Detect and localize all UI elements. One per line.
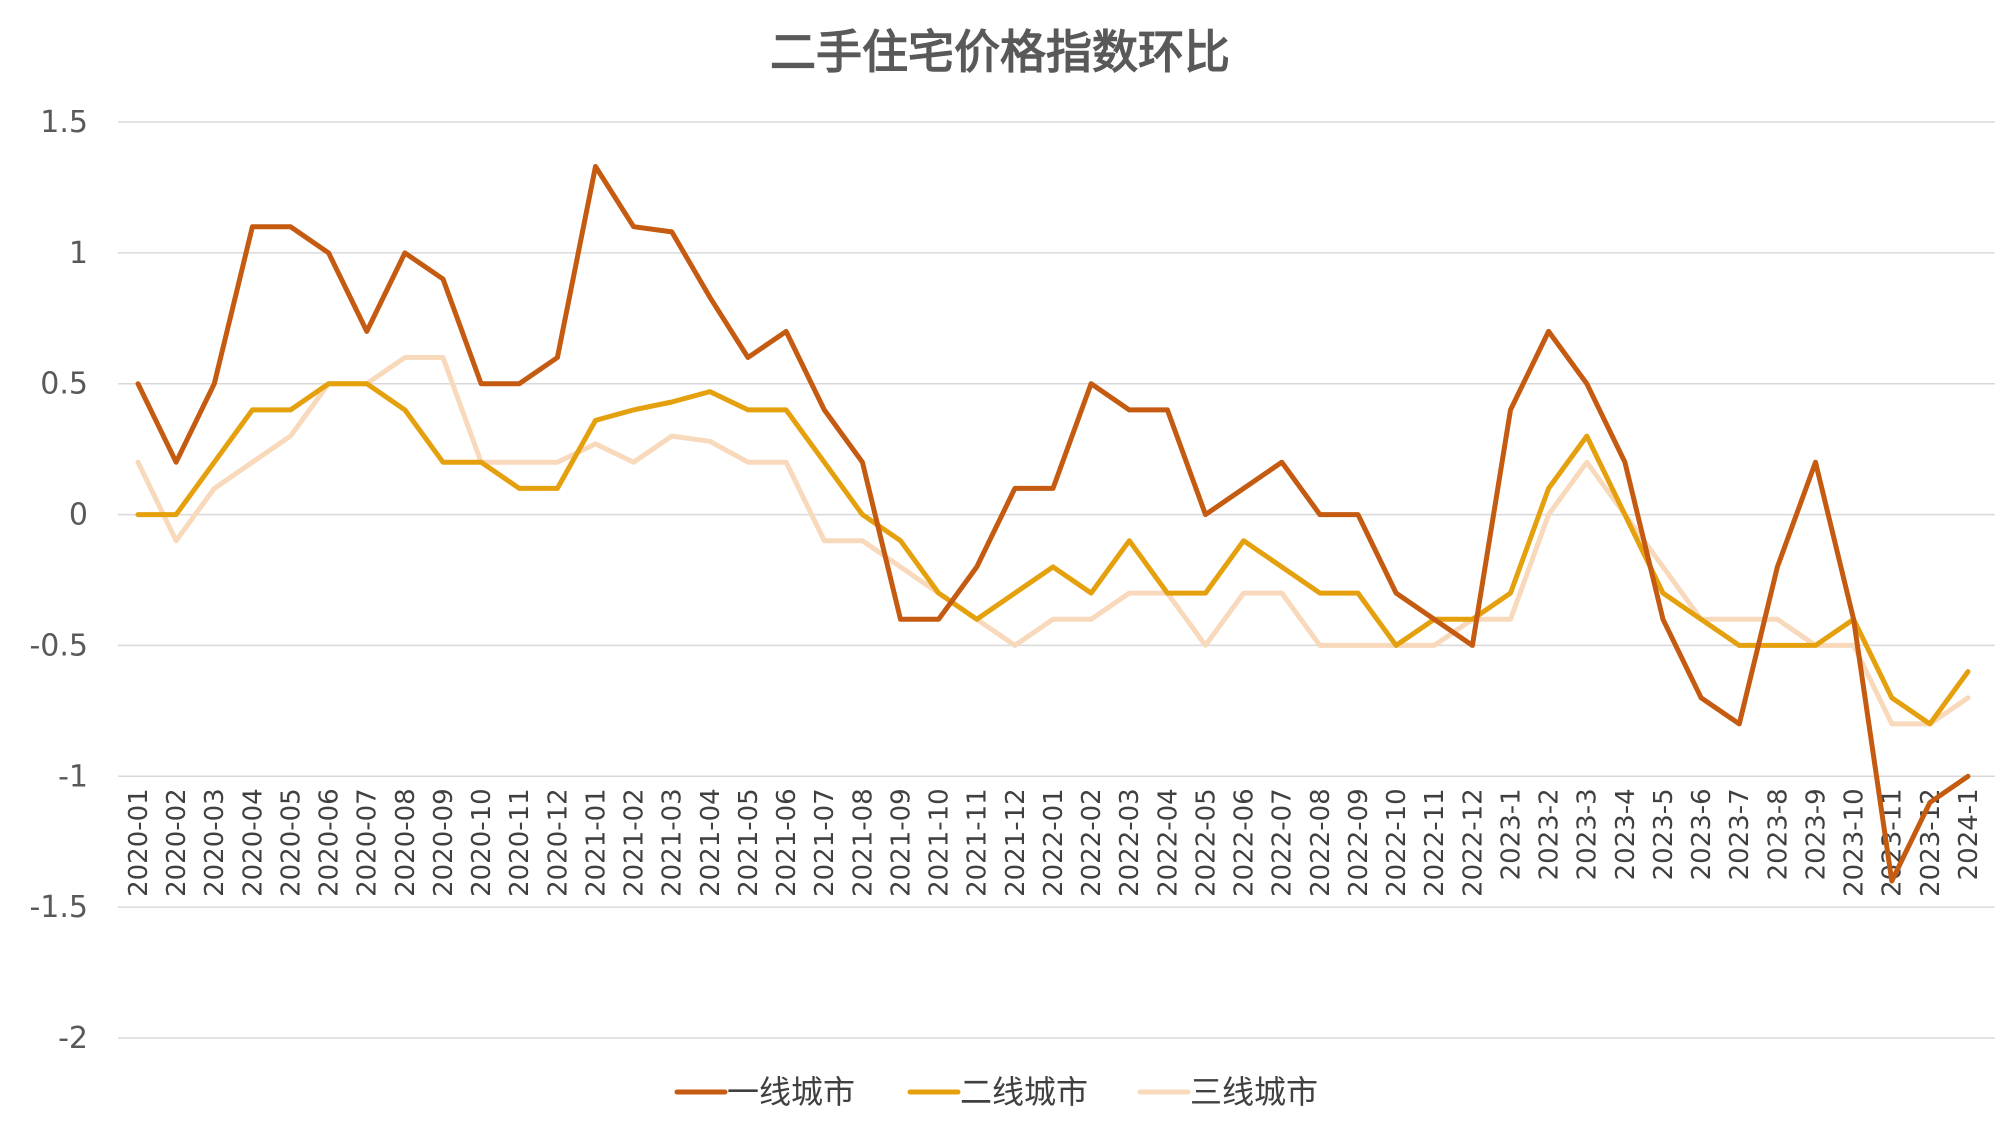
x-axis-ticks: 2020-01 2020-02 2020-03 2020-04 2020-05 2020-… bbox=[124, 788, 1984, 897]
x-tick-label: 2020-06 bbox=[315, 788, 345, 897]
x-tick-label: 2021-03 bbox=[658, 788, 688, 897]
y-tick-label: -1.5 bbox=[29, 890, 88, 925]
x-tick-label: 2024-1 bbox=[1954, 788, 1984, 880]
series-line-1 bbox=[135, 381, 1971, 727]
x-tick-label: 2021-08 bbox=[848, 788, 878, 897]
y-tick-label: -0.5 bbox=[29, 628, 88, 663]
legend-label-0: 一线城市 bbox=[727, 1073, 855, 1111]
x-tick-label: 2023-9 bbox=[1802, 788, 1832, 880]
x-tick-label: 2021-10 bbox=[925, 788, 955, 897]
x-tick-label: 2020-09 bbox=[429, 788, 459, 897]
x-tick-label: 2023-2 bbox=[1535, 788, 1565, 880]
x-tick-label: 2022-02 bbox=[1077, 788, 1107, 897]
x-tick-label: 2021-07 bbox=[810, 788, 840, 897]
chart-title: 二手住宅价格指数环比 bbox=[770, 25, 1230, 79]
x-tick-label: 2022-10 bbox=[1382, 788, 1412, 897]
x-tick-label: 2020-02 bbox=[162, 788, 192, 897]
x-tick-label: 2023-1 bbox=[1497, 788, 1527, 880]
x-tick-label: 2020-08 bbox=[391, 788, 421, 897]
legend: 一线城市 二线城市 三线城市 bbox=[674, 1073, 1318, 1111]
y-tick-label: 1 bbox=[69, 236, 88, 271]
x-tick-label: 2022-11 bbox=[1420, 788, 1450, 897]
x-tick-label: 2020-07 bbox=[353, 788, 383, 897]
x-tick-label: 2021-01 bbox=[582, 788, 612, 897]
x-tick-label: 2023-12 bbox=[1916, 788, 1946, 897]
x-tick-label: 2022-04 bbox=[1153, 788, 1183, 897]
gridlines bbox=[118, 121, 1995, 1039]
x-tick-label: 2021-11 bbox=[963, 788, 993, 897]
y-tick-label: 1.5 bbox=[40, 105, 88, 140]
series-line-2 bbox=[135, 355, 1971, 727]
x-tick-label: 2020-11 bbox=[505, 788, 535, 897]
x-tick-label: 2021-12 bbox=[1001, 788, 1031, 897]
x-tick-label: 2023-8 bbox=[1763, 788, 1793, 880]
x-tick-label: 2021-05 bbox=[734, 788, 764, 897]
y-tick-label: 0 bbox=[69, 498, 88, 533]
x-tick-label: 2020-04 bbox=[238, 788, 268, 897]
x-tick-label: 2020-10 bbox=[467, 788, 497, 897]
x-tick-label: 2023-4 bbox=[1611, 788, 1641, 880]
x-tick-label: 2020-01 bbox=[124, 788, 154, 897]
x-tick-label: 2022-05 bbox=[1192, 788, 1222, 897]
x-tick-label: 2023-5 bbox=[1649, 788, 1679, 880]
x-tick-label: 2022-07 bbox=[1268, 788, 1298, 897]
x-tick-label: 2022-08 bbox=[1306, 788, 1336, 897]
x-tick-label: 2020-05 bbox=[277, 788, 307, 897]
x-tick-label: 2023-7 bbox=[1725, 788, 1755, 880]
x-tick-label: 2022-06 bbox=[1230, 788, 1260, 897]
x-tick-label: 2020-03 bbox=[200, 788, 230, 897]
x-tick-label: 2022-12 bbox=[1458, 788, 1488, 897]
x-tick-label: 2020-12 bbox=[543, 788, 573, 897]
y-tick-label: 0.5 bbox=[40, 367, 88, 402]
x-tick-label: 2022-01 bbox=[1039, 788, 1069, 897]
x-tick-label: 2023-6 bbox=[1687, 788, 1717, 880]
x-tick-label: 2021-06 bbox=[772, 788, 802, 897]
x-tick-label: 2022-09 bbox=[1344, 788, 1374, 897]
x-tick-label: 2021-02 bbox=[620, 788, 650, 897]
x-tick-label: 2021-04 bbox=[696, 788, 726, 897]
y-axis-ticks: 1.5 1 0.5 0 -0.5 -1 -1.5 -2 bbox=[29, 105, 88, 1056]
x-tick-label: 2022-03 bbox=[1115, 788, 1145, 897]
x-tick-label: 2021-09 bbox=[887, 788, 917, 897]
series-line-0 bbox=[135, 164, 1971, 884]
x-tick-label: 2023-10 bbox=[1840, 788, 1870, 897]
legend-label-1: 二线城市 bbox=[960, 1073, 1088, 1111]
y-tick-label: -1 bbox=[58, 759, 88, 794]
x-tick-label: 2023-3 bbox=[1573, 788, 1603, 880]
y-tick-label: -2 bbox=[58, 1021, 88, 1056]
legend-label-2: 三线城市 bbox=[1190, 1073, 1318, 1111]
series-lines bbox=[135, 164, 1971, 884]
